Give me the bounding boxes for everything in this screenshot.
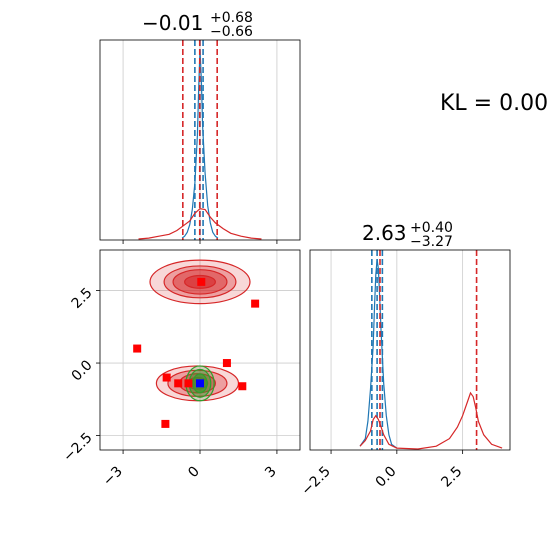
p3-xtick-label-1: 0.0 xyxy=(373,464,400,491)
panel1-title-sub: −0.66 xyxy=(210,24,253,40)
p2-red-marker-1 xyxy=(162,373,171,382)
panel3-title-main: 2.63 xyxy=(362,221,407,245)
panel1-title-sup: +0.68 xyxy=(210,10,253,26)
p2-xtick-label-1: 0 xyxy=(185,464,203,482)
p2-red-marker-8 xyxy=(161,419,170,428)
p2-xtick-label-2: 3 xyxy=(262,464,280,482)
p3-series-1-curve xyxy=(359,391,503,450)
p2-red-marker-0 xyxy=(133,344,142,353)
panel-bottom-right: −2.5 0.0 2.5 xyxy=(299,249,511,499)
kl-annotation: KL = 0.00 xyxy=(440,91,548,116)
p2-xtick-label-0: −3 xyxy=(100,464,126,490)
p2-red-marker-7 xyxy=(251,299,260,308)
p2-ytick-label-2: 2.5 xyxy=(69,285,96,312)
panel3-title-sub: −3.27 xyxy=(410,234,453,250)
panel1-title: −0.01 xyxy=(142,11,203,35)
p2-blue-marker xyxy=(196,379,204,388)
p1-series-1-curve xyxy=(138,207,262,240)
panel-bottom-left: −3 0 3 −2.5 0.0 2.5 xyxy=(60,249,301,490)
p2-red-marker-4 xyxy=(197,277,206,286)
p3-xtick-label-2: 2.5 xyxy=(438,464,465,491)
panel1-title-main: −0.01 xyxy=(142,11,203,35)
p2-ytick-label-1: 0.0 xyxy=(69,357,96,384)
p3-xtick-label-0: −2.5 xyxy=(299,464,334,499)
p2-red-marker-3 xyxy=(184,379,193,388)
p2-red-marker-2 xyxy=(174,379,183,388)
panel-top-left xyxy=(99,39,301,244)
p2-ytick-label-0: −2.5 xyxy=(60,430,95,465)
p2-red-marker-5 xyxy=(222,359,231,368)
panel3-title-sup: +0.40 xyxy=(410,220,453,236)
p3-frame xyxy=(309,249,511,451)
p2-red-marker-6 xyxy=(238,382,247,391)
